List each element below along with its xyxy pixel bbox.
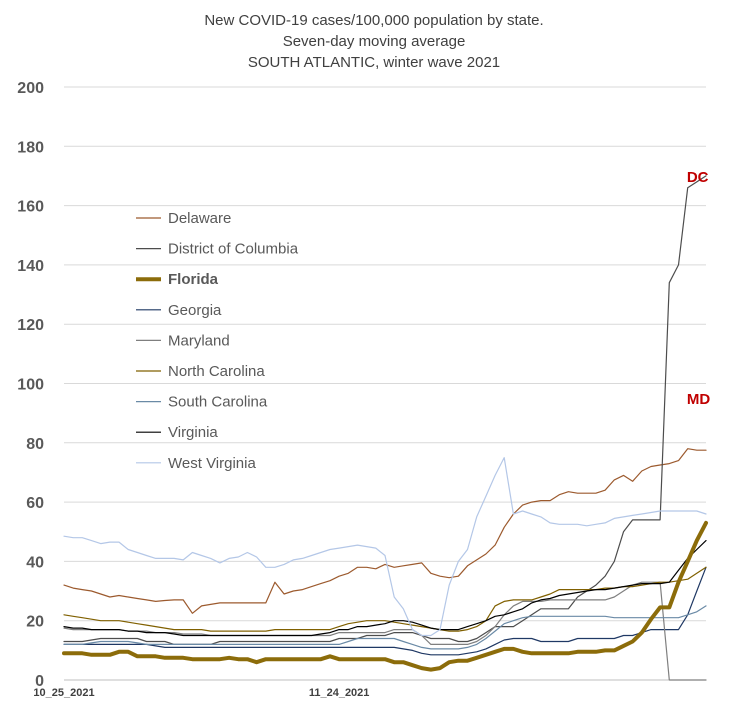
x-tick-label-2: 11_24_2021 bbox=[309, 687, 370, 699]
title-line-1: New COVID-19 cases/100,000 population by… bbox=[204, 12, 543, 29]
annotations: DC MD bbox=[687, 169, 710, 408]
y-tick-label-140: 140 bbox=[17, 258, 44, 275]
series-line-delaware bbox=[63, 448, 707, 614]
series-line-north-carolina bbox=[63, 566, 707, 632]
y-tick-label-200: 200 bbox=[17, 80, 44, 97]
legend-label-north-carolina: North Carolina bbox=[168, 363, 265, 380]
y-tick-label-80: 80 bbox=[26, 436, 44, 453]
series-line-maryland bbox=[63, 581, 707, 681]
x-tick-label-1: 10_25_2021 bbox=[33, 687, 94, 699]
annotation-dc: DC bbox=[687, 169, 709, 186]
legend-label-virginia: Virginia bbox=[168, 424, 218, 441]
series-line-virginia bbox=[63, 539, 707, 637]
series-line-georgia bbox=[63, 566, 707, 656]
y-tick-label-0: 0 bbox=[35, 673, 44, 690]
gridlines bbox=[64, 86, 706, 681]
x-axis-ticks: 10_25_2021 11_24_2021 bbox=[33, 687, 369, 699]
series-lines bbox=[62, 175, 708, 681]
chart-title: New COVID-19 cases/100,000 population by… bbox=[204, 12, 543, 71]
y-tick-label-100: 100 bbox=[17, 377, 44, 394]
title-line-3: SOUTH ATLANTIC, winter wave 2021 bbox=[248, 54, 500, 71]
y-tick-label-20: 20 bbox=[26, 614, 44, 631]
legend-label-delaware: Delaware bbox=[168, 210, 231, 227]
annotation-md: MD bbox=[687, 391, 710, 408]
title-line-2: Seven-day moving average bbox=[283, 33, 466, 50]
series-line-district-of-columbia bbox=[63, 175, 707, 646]
series-line-south-carolina bbox=[63, 605, 707, 650]
legend-label-west-virginia: West Virginia bbox=[168, 455, 256, 472]
legend: Delaware District of Columbia Florida Georg… bbox=[136, 210, 299, 472]
y-tick-label-160: 160 bbox=[17, 199, 44, 216]
legend-label-georgia: Georgia bbox=[168, 302, 222, 319]
legend-label-florida: Florida bbox=[168, 271, 219, 288]
y-axis-ticks: 0 20 40 60 80 100 120 140 160 180 200 bbox=[17, 80, 44, 690]
series-line-west-virginia bbox=[63, 457, 707, 637]
legend-label-south-carolina: South Carolina bbox=[168, 394, 268, 411]
y-tick-label-180: 180 bbox=[17, 139, 44, 156]
y-tick-label-60: 60 bbox=[26, 495, 44, 512]
legend-label-district-of-columbia: District of Columbia bbox=[168, 241, 299, 258]
y-tick-label-120: 120 bbox=[17, 317, 44, 334]
legend-label-maryland: Maryland bbox=[168, 332, 230, 349]
y-tick-label-40: 40 bbox=[26, 554, 44, 571]
series-line-florida bbox=[62, 520, 708, 672]
